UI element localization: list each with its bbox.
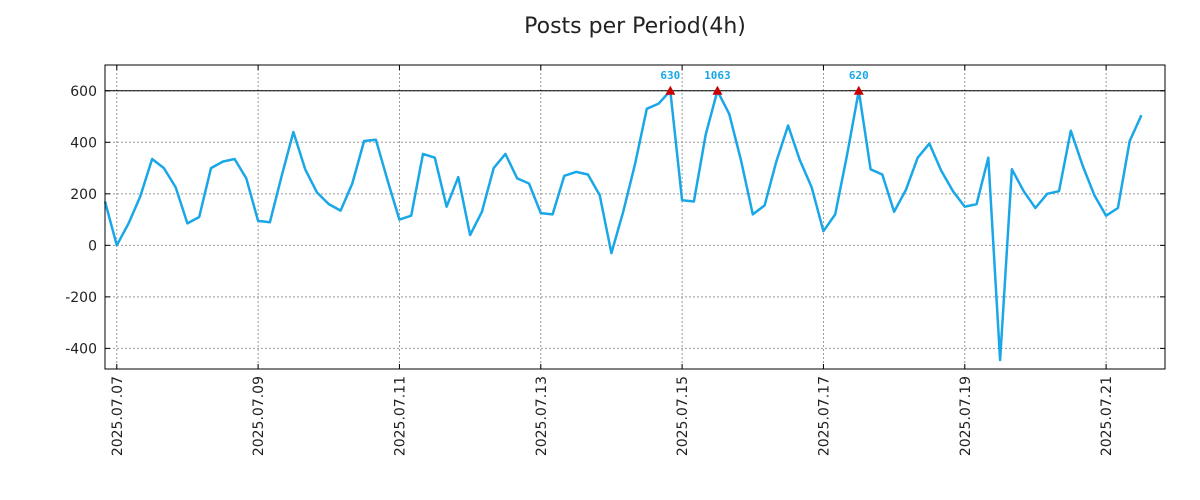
plot-frame bbox=[104, 64, 1166, 370]
x-tick-label: 2025.07.13 bbox=[534, 376, 550, 456]
tick-layer: 600 400 200 0 -200 -400 2025.07.07 2025.07.09 20… bbox=[65, 65, 1165, 456]
x-tick-label: 2025.07.21 bbox=[1099, 376, 1115, 456]
peak-marker bbox=[665, 85, 676, 95]
peak-layer: 630 1063 620 bbox=[660, 69, 869, 95]
peak-marker bbox=[853, 85, 864, 95]
peak-label: 1063 bbox=[704, 69, 731, 82]
chart-title: Posts per Period(4h) bbox=[524, 14, 746, 39]
peak-label: 630 bbox=[660, 69, 680, 82]
y-tick-label: -200 bbox=[65, 290, 97, 306]
y-tick-label: 400 bbox=[70, 135, 97, 151]
y-tick-label: -400 bbox=[65, 341, 97, 357]
peak-label: 620 bbox=[849, 69, 869, 82]
x-tick-label: 2025.07.09 bbox=[251, 376, 267, 456]
y-tick-label: 200 bbox=[70, 187, 97, 203]
y-tick-label: 0 bbox=[88, 238, 97, 254]
peak-marker bbox=[712, 85, 723, 95]
x-tick-label: 2025.07.07 bbox=[110, 376, 126, 456]
x-tick-label: 2025.07.15 bbox=[675, 376, 691, 456]
x-tick-label: 2025.07.17 bbox=[816, 376, 832, 456]
series-line bbox=[103, 89, 1143, 362]
x-tick-label: 2025.07.11 bbox=[392, 376, 408, 456]
x-tick-label: 2025.07.19 bbox=[958, 376, 974, 456]
y-tick-label: 600 bbox=[70, 84, 97, 100]
grid-layer bbox=[105, 65, 1165, 369]
